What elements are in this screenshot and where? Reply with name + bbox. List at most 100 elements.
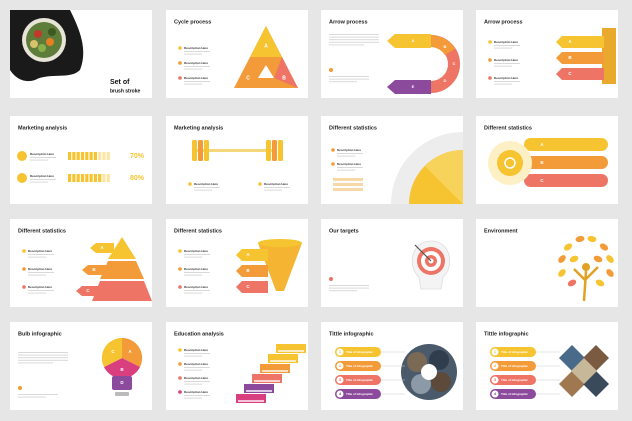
- placeholder-text: [184, 367, 210, 368]
- shape-letter: A: [540, 142, 544, 147]
- bullet: [178, 46, 182, 50]
- pill: [335, 347, 381, 357]
- placeholder-text: [329, 287, 369, 289]
- placeholder-text: [28, 274, 47, 276]
- salad-piece: [48, 28, 56, 36]
- pill: [335, 389, 381, 399]
- progress-segment: [72, 174, 76, 182]
- slide: Education analysis Description Here Descri…: [166, 322, 308, 410]
- book: [244, 384, 274, 393]
- number-badge: [336, 376, 344, 384]
- shape-letter: E: [412, 84, 415, 89]
- description: Description Here: [184, 267, 208, 271]
- funnel-top: [258, 239, 302, 247]
- placeholder-text: [329, 76, 369, 77]
- description: Description Here: [28, 267, 52, 271]
- placeholder-text: [494, 45, 520, 46]
- placeholder-text: [184, 397, 203, 399]
- placeholder-text: [184, 353, 210, 354]
- number-badge: [336, 348, 344, 356]
- shape-letter: D: [444, 78, 447, 83]
- placeholder-text: [329, 290, 357, 292]
- photo-tile: [571, 358, 597, 384]
- percent: 80%: [130, 175, 145, 182]
- shape-letter: B: [444, 44, 447, 49]
- shape-letter: B: [120, 367, 124, 372]
- placeholder-text: [184, 83, 203, 85]
- bullet: [178, 390, 182, 394]
- description: Description Here: [30, 152, 54, 156]
- slide-title: Bulb infographic: [18, 331, 62, 337]
- shape: [258, 65, 274, 78]
- bullet: [331, 148, 335, 152]
- shape: [274, 57, 298, 88]
- pill: [490, 361, 536, 371]
- pill: [490, 389, 536, 399]
- placeholder-text: [18, 354, 68, 356]
- leaf: [593, 255, 603, 263]
- shape-letter: C: [568, 71, 572, 76]
- arrow: [414, 244, 432, 262]
- slide-title: Arrow process: [484, 19, 523, 25]
- description: Description Here: [184, 61, 208, 65]
- slide-title: Marketing analysis: [174, 125, 223, 131]
- book-pages: [254, 380, 280, 382]
- salad-piece: [38, 44, 46, 52]
- description: Description Here: [337, 162, 361, 166]
- bullet: [488, 76, 492, 80]
- pill: [335, 375, 381, 385]
- book: [252, 374, 282, 383]
- number-badge: [491, 362, 499, 370]
- bullet: [329, 68, 333, 72]
- slide-title: Education analysis: [174, 331, 224, 337]
- placeholder-text: [30, 157, 56, 158]
- progress-segment: [80, 152, 85, 160]
- bullet: [178, 376, 182, 380]
- shape: [92, 281, 152, 301]
- placeholder-text: [28, 254, 54, 255]
- description: Description Here: [30, 174, 54, 178]
- placeholder-text: [184, 369, 203, 371]
- placeholder-text: [184, 53, 203, 55]
- placeholder-text: [184, 254, 210, 255]
- pill: [490, 375, 536, 385]
- slide-title: Cycle process: [174, 19, 211, 25]
- slide: Tittle infographic 1 Title of infographic 2…: [321, 322, 463, 410]
- photo-hole: [421, 364, 437, 380]
- placeholder-text: [329, 44, 364, 46]
- bullet: [178, 61, 182, 65]
- icon: [17, 151, 27, 161]
- slide: Arrow process A B C D E: [321, 10, 463, 98]
- book-pages: [238, 400, 264, 402]
- placeholder-text: [184, 383, 203, 385]
- bar: [196, 149, 276, 152]
- progress-segment: [85, 152, 89, 160]
- tab: [236, 249, 268, 261]
- progress-segment: [102, 174, 106, 182]
- description: Description Here: [494, 40, 518, 44]
- description: Description Here: [184, 348, 208, 352]
- slide-title: Different statistics: [484, 125, 532, 131]
- placeholder-text: [264, 187, 290, 188]
- placeholder-text: [18, 362, 53, 364]
- bullet: [22, 249, 26, 253]
- placeholder-text: [184, 355, 203, 357]
- slide: Marketing analysis Description Here 70% Des…: [10, 116, 152, 204]
- bulb-base: [112, 376, 132, 390]
- item-label: Title of infographic: [501, 378, 528, 382]
- plate: [272, 140, 277, 161]
- bullet: [178, 285, 182, 289]
- slide: Different statistics Description Here Desc…: [10, 219, 152, 307]
- shape-letter: A: [128, 349, 132, 354]
- placeholder-text: [184, 81, 210, 82]
- slide: Marketing analysis Description Here Descri…: [166, 116, 308, 204]
- book-pages: [246, 390, 272, 392]
- book-pages: [270, 360, 296, 362]
- slide-title: Marketing analysis: [18, 125, 67, 131]
- shape: [250, 26, 282, 57]
- placeholder-text: [28, 292, 47, 294]
- placeholder-text: [18, 352, 68, 353]
- slide: Set of brush stroke: [10, 10, 152, 98]
- hub: [497, 150, 523, 176]
